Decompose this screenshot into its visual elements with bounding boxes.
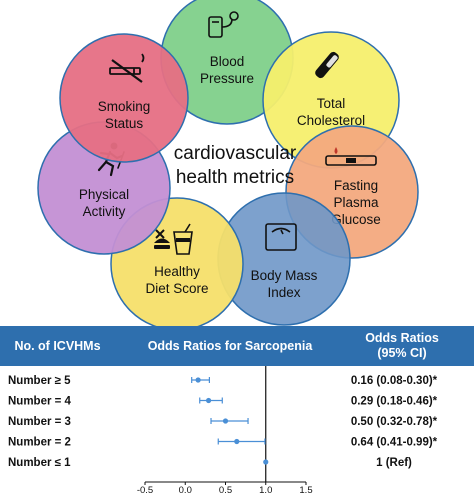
metric-label: Index: [267, 285, 300, 300]
center-title-line: cardiovascular: [173, 143, 297, 164]
metric-label: Total: [317, 96, 346, 111]
x-tick-label: 1.5: [299, 485, 312, 494]
row-label: Number ≥ 5: [8, 375, 71, 387]
metric-label: Plasma: [333, 195, 379, 210]
header-odds-ratios-ci: Odds Ratios (95% CI): [330, 326, 474, 366]
metric-label: Fasting: [334, 178, 378, 193]
metric-label: Cholesterol: [297, 113, 365, 128]
center-title: cardiovascular health metrics: [140, 142, 330, 190]
metric-label: Diet Score: [145, 281, 208, 296]
row-label: Number = 3: [8, 416, 71, 428]
or-point: [195, 377, 201, 383]
test-tube-icon: [315, 51, 339, 79]
metric-label: Smoking: [98, 99, 151, 114]
food-drink-icon: [154, 223, 193, 255]
or-value: 0.16 (0.08-0.30)*: [351, 375, 438, 387]
or-value: 0.29 (0.18-0.46)*: [351, 396, 438, 408]
row-label: Number = 2: [8, 437, 71, 449]
glucose-meter-icon: [325, 147, 377, 166]
metric-label: Blood: [210, 54, 245, 69]
or-point: [222, 418, 229, 424]
or-value: 1 (Ref): [376, 457, 412, 469]
header-icvhm-count: No. of ICVHMs: [14, 338, 101, 353]
scale-icon: [265, 223, 297, 251]
table-header: No. of ICVHMs Odds Ratios for Sarcopenia…: [0, 326, 474, 366]
x-tick-label: -0.5: [137, 485, 153, 494]
or-value: 0.50 (0.32-0.78)*: [351, 416, 438, 428]
or-value: 0.64 (0.41-0.99)*: [351, 437, 438, 449]
x-tick-label: 0.5: [219, 485, 232, 494]
metric-smoking-status: Smoking Status: [59, 33, 189, 163]
header-odds-ratios-sarcopenia: Odds Ratios for Sarcopenia: [147, 338, 313, 353]
or-point: [205, 397, 212, 404]
center-title-line: health metrics: [175, 167, 295, 188]
header-line: (95% CI): [377, 346, 427, 360]
header-line: Odds Ratios: [365, 331, 439, 345]
x-tick-label: 1.0: [259, 485, 272, 494]
x-tick-label: 0.0: [179, 485, 192, 494]
row-label: Number = 4: [8, 396, 72, 408]
metric-body-mass-index: Body Mass Index: [217, 192, 351, 326]
metric-label: Physical: [79, 187, 129, 202]
metric-label: Healthy: [154, 264, 200, 279]
blood-pressure-monitor-icon: [208, 11, 239, 38]
no-smoking-icon: [109, 53, 145, 83]
metric-label: Activity: [83, 204, 126, 219]
row-label: Number ≤ 1: [8, 457, 71, 469]
or-point: [263, 459, 269, 465]
metric-label: Glucose: [331, 212, 381, 227]
forest-plot: Number ≥ 5 Number = 4 Number = 3 Number = 2…: [8, 366, 438, 494]
metric-label: Pressure: [200, 71, 254, 86]
metric-label: Body Mass: [251, 268, 318, 283]
metric-label: Status: [105, 116, 144, 131]
metrics-diagram: Blood Pressure Total Cholesterol Fasting…: [37, 0, 419, 326]
or-point: [234, 438, 240, 445]
